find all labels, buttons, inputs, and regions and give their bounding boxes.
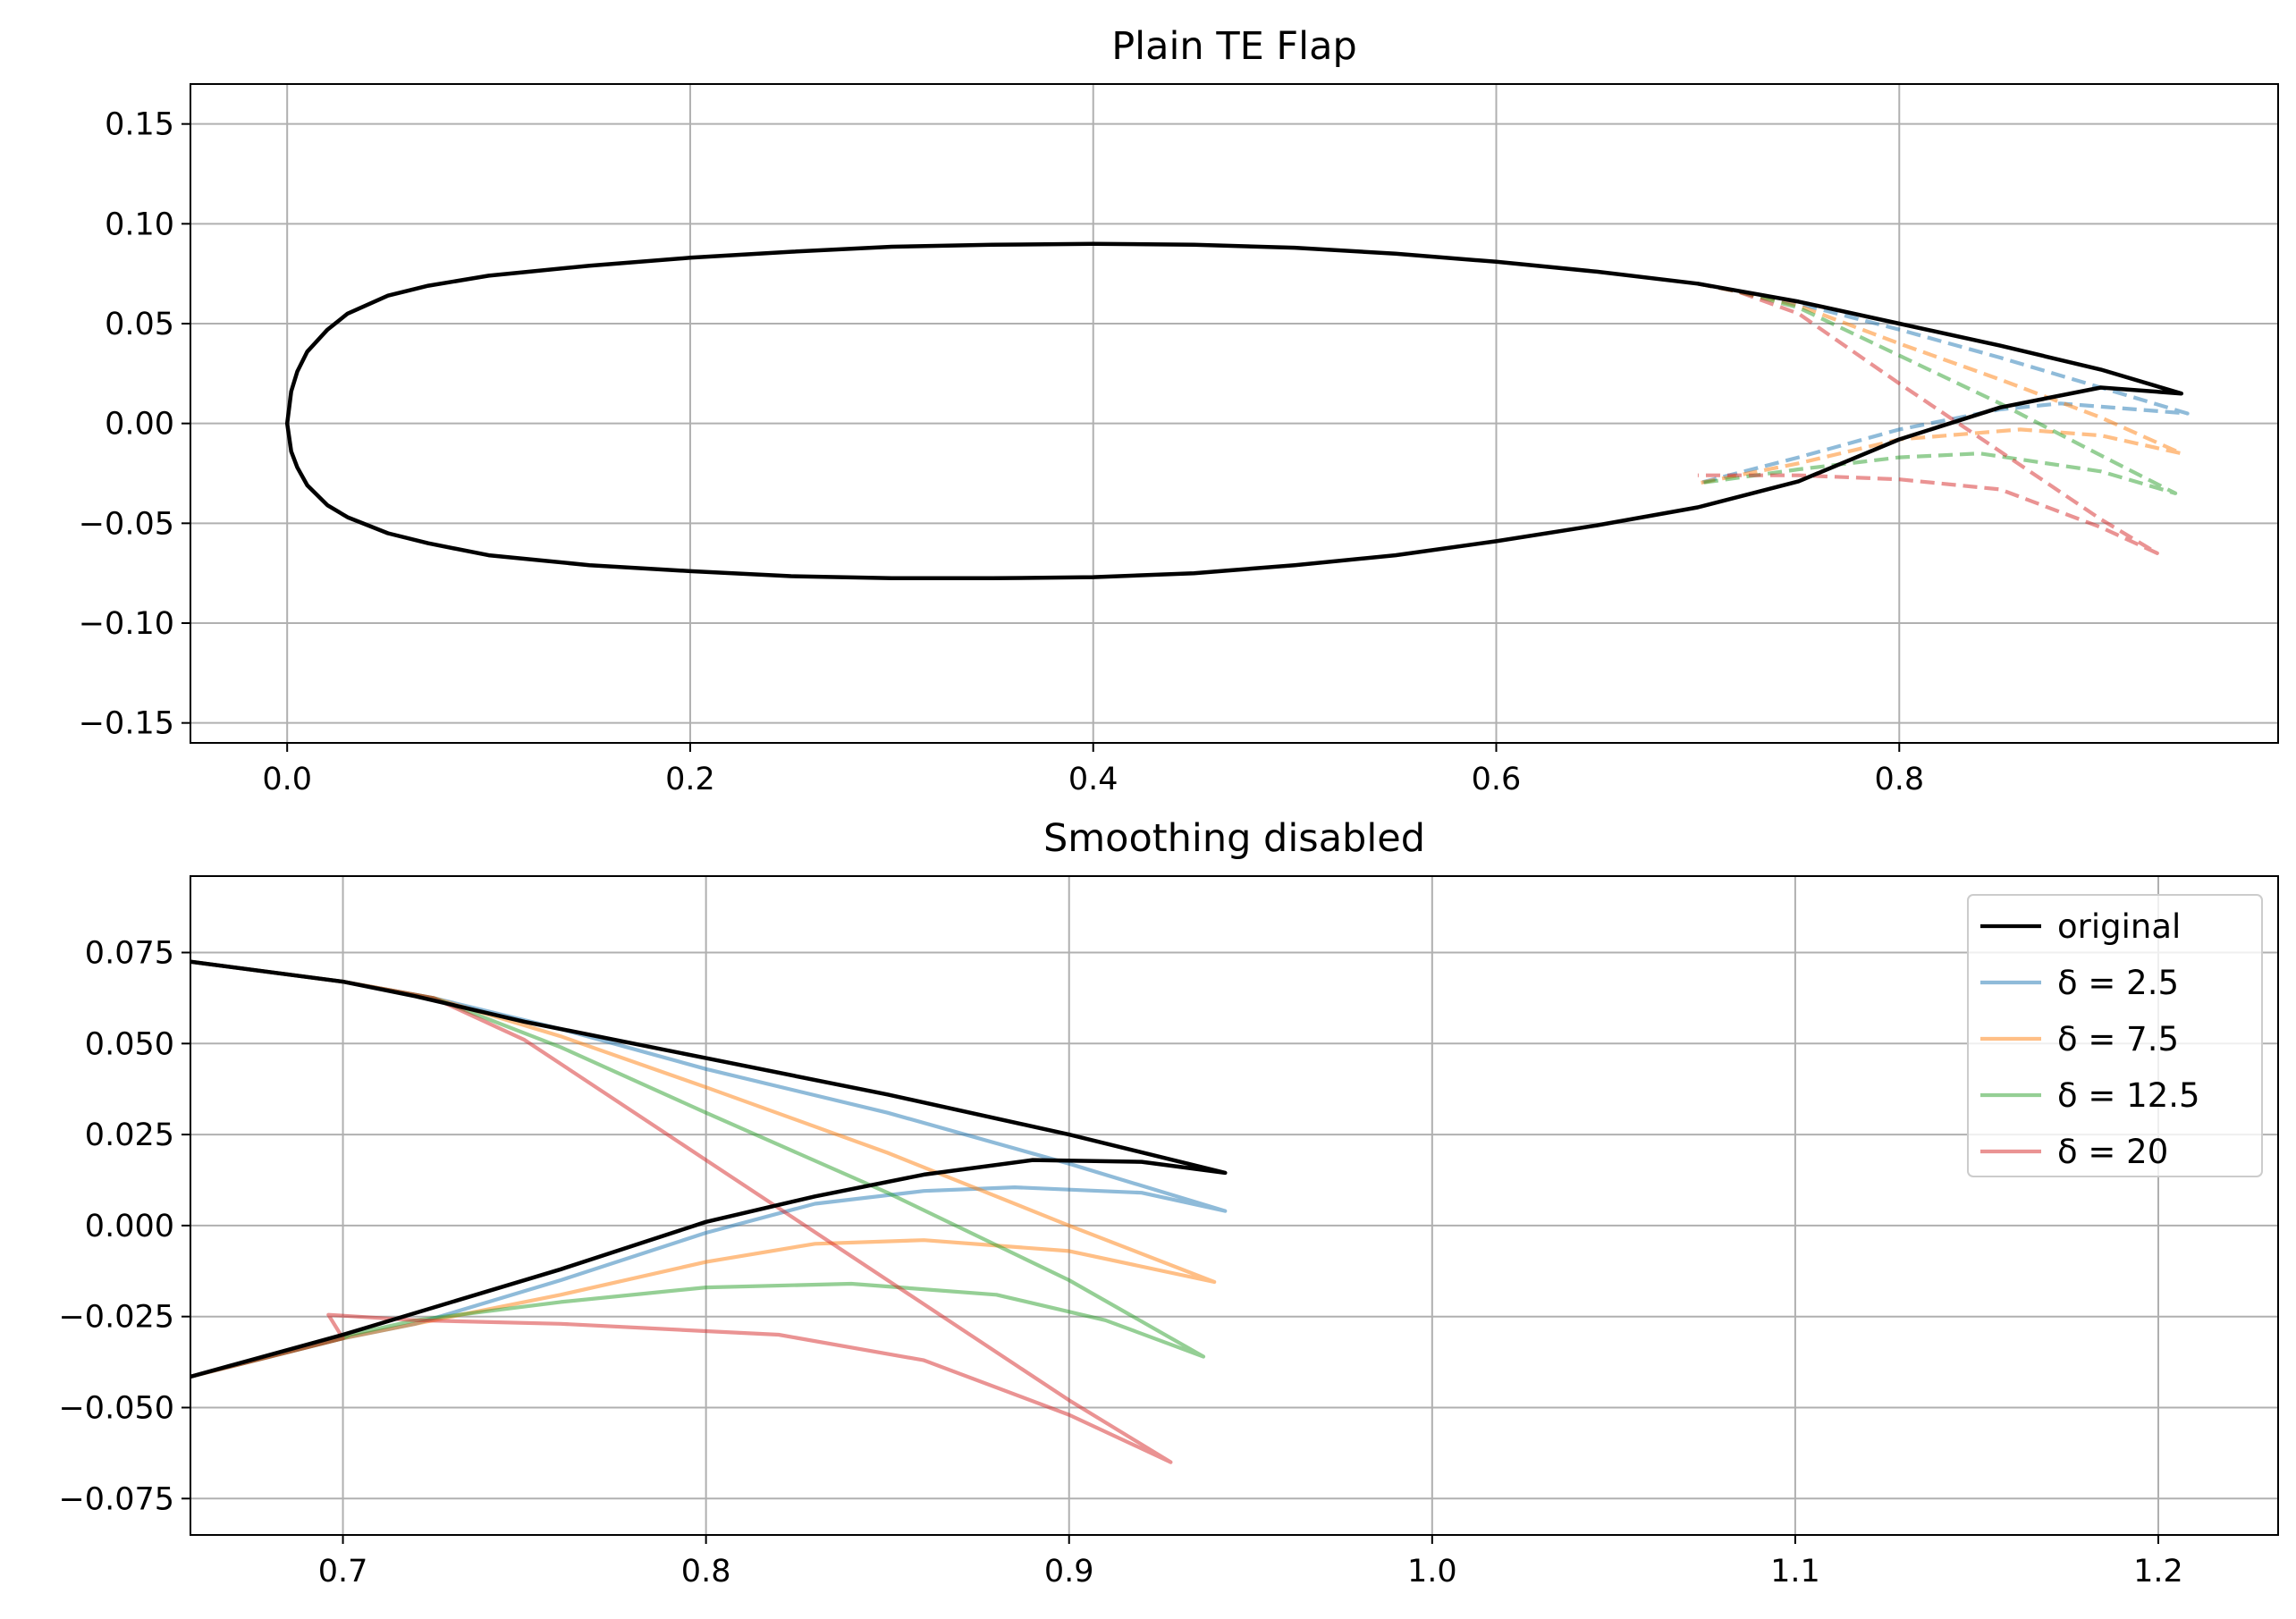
bottom-x-tick-label: 0.9 <box>1044 1554 1094 1589</box>
bottom-x-tick-label: 0.8 <box>681 1554 731 1589</box>
top-axes-frame <box>190 83 2279 744</box>
bottom-series-original-line <box>190 959 1228 1379</box>
bottom-y-tick-label: −0.075 <box>58 1481 174 1517</box>
top-x-tick-label: 0.4 <box>1068 762 1118 797</box>
bottom-axes-frame <box>190 875 2279 1536</box>
bottom-y-tick-label: 0.075 <box>85 936 174 972</box>
legend-entry-label: δ = 20 <box>2057 1133 2168 1171</box>
top-series-12-5-line <box>1697 282 2178 495</box>
bottom-chart-title: Smoothing disabled <box>1043 816 1425 861</box>
top-series-original-line <box>284 241 2184 581</box>
top-x-tick-label: 0.0 <box>262 762 312 797</box>
top-x-tick-label: 0.6 <box>1472 762 1522 797</box>
legend-box <box>1967 894 2263 1177</box>
bottom-x-tick-label: 1.1 <box>1770 1554 1820 1589</box>
top-y-tick-label: −0.05 <box>79 506 174 542</box>
top-grid <box>190 84 2278 743</box>
top-y-tick-label: 0.15 <box>105 107 174 143</box>
top-subplot: 0.0 0.2 0.4 0.6 0.8 −0.15 −0.10 −0.05 0.00 0.05 0.… <box>79 24 2279 797</box>
top-x-tick-label: 0.8 <box>1874 762 1924 797</box>
legend-entry-label: δ = 12.5 <box>2057 1076 2200 1115</box>
top-y-tick-label: −0.10 <box>79 606 174 642</box>
top-ticks: 0.0 0.2 0.4 0.6 0.8 −0.15 −0.10 −0.05 0.00 0.05 0.… <box>79 107 1924 797</box>
top-chart-title: Plain TE Flap <box>1111 24 1357 69</box>
bottom-series-20-line <box>190 959 1173 1464</box>
bottom-y-tick-label: −0.025 <box>58 1300 174 1336</box>
bottom-x-tick-label: 1.0 <box>1407 1554 1457 1589</box>
bottom-x-tick-label: 1.2 <box>2133 1554 2183 1589</box>
top-y-tick-label: −0.15 <box>79 706 174 742</box>
bottom-series-12-5-line <box>190 959 1206 1379</box>
bottom-subplot: 0.7 0.8 0.9 1.0 1.1 1.2 −0.075 −0.050 −0.025 0.00… <box>58 816 2279 1589</box>
legend: original δ = 2.5 δ = 7.5 δ = 12.5 δ = 20 <box>1967 894 2263 1177</box>
bottom-y-tick-label: −0.050 <box>58 1390 174 1426</box>
top-x-tick-label: 0.2 <box>665 762 715 797</box>
legend-entry-label: original <box>2057 907 2181 946</box>
bottom-y-tick-label: 0.025 <box>85 1117 174 1153</box>
bottom-y-tick-label: 0.000 <box>85 1209 174 1244</box>
top-y-tick-label: 0.05 <box>105 307 174 342</box>
top-y-tick-label: 0.00 <box>105 407 174 443</box>
bottom-y-tick-label: 0.050 <box>85 1026 174 1062</box>
legend-entry-label: δ = 2.5 <box>2057 964 2179 1002</box>
bottom-plot-lines <box>190 959 1228 1464</box>
legend-entry-label: δ = 7.5 <box>2057 1020 2179 1058</box>
top-plot-lines <box>284 241 2190 581</box>
bottom-x-tick-label: 0.7 <box>318 1554 368 1589</box>
bottom-ticks: 0.7 0.8 0.9 1.0 1.1 1.2 −0.075 −0.050 −0.025 0.00… <box>58 936 2182 1589</box>
top-series-20-line <box>1697 282 2159 555</box>
top-y-tick-label: 0.10 <box>105 207 174 242</box>
